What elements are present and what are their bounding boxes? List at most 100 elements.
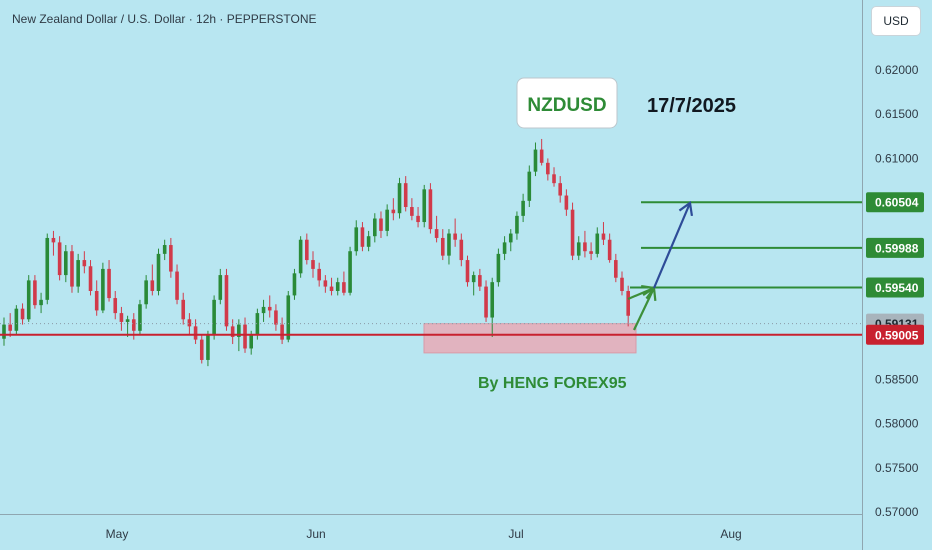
candle xyxy=(440,229,445,261)
level-price-badge: 0.59540 xyxy=(866,277,924,298)
candle-body xyxy=(323,280,328,287)
candle-body xyxy=(286,295,291,340)
candle-body xyxy=(243,324,247,349)
candle xyxy=(14,305,19,336)
candle-body xyxy=(533,149,538,172)
x-tick-label: Jul xyxy=(508,527,523,541)
candle xyxy=(20,303,25,325)
arrow-shaft xyxy=(627,286,655,301)
candle-body xyxy=(107,268,111,299)
candle-body xyxy=(125,319,130,322)
candle xyxy=(564,189,569,216)
candle xyxy=(471,271,476,296)
candle-body xyxy=(403,183,408,208)
candle xyxy=(354,220,359,256)
level-price-badge-text: 0.60504 xyxy=(875,196,919,210)
candle-body xyxy=(422,189,427,223)
candle xyxy=(601,222,606,246)
candle xyxy=(447,229,451,265)
candle xyxy=(64,245,68,283)
candle-body xyxy=(515,215,519,234)
candle-body xyxy=(88,266,93,291)
candle-body xyxy=(131,319,136,331)
candle xyxy=(620,271,624,296)
candle xyxy=(125,315,130,337)
arrow-target-blue xyxy=(652,201,694,289)
candle-body xyxy=(576,242,581,256)
candle xyxy=(39,292,43,314)
candle xyxy=(403,176,408,212)
candle xyxy=(8,313,12,337)
candle xyxy=(181,292,186,325)
support-price-badge-text: 0.59005 xyxy=(875,328,919,342)
candle xyxy=(589,242,593,261)
candle-body xyxy=(428,189,433,230)
candles-group xyxy=(2,138,630,367)
candle-body xyxy=(292,273,297,296)
level-price-badge: 0.59988 xyxy=(866,237,924,258)
candle-body xyxy=(354,227,359,252)
candle-body xyxy=(305,239,309,261)
currency-button[interactable]: USD xyxy=(871,6,921,36)
candle xyxy=(478,268,482,291)
candle-body xyxy=(51,237,56,243)
candle xyxy=(82,251,87,274)
candle xyxy=(502,236,507,261)
candle xyxy=(280,317,284,345)
support-price-badge: 0.59005 xyxy=(866,324,924,345)
candle-body xyxy=(187,319,192,327)
candle-body xyxy=(311,260,315,269)
candle-body xyxy=(199,339,204,360)
candle-body xyxy=(447,233,451,256)
candle-body xyxy=(490,282,495,318)
candle-body xyxy=(218,275,223,300)
candle-body xyxy=(397,183,402,214)
candle xyxy=(175,264,179,305)
candle-body xyxy=(335,282,340,291)
candle xyxy=(193,319,198,345)
candle xyxy=(490,277,495,337)
candle-body xyxy=(502,242,507,254)
candle xyxy=(626,285,630,327)
candle-body xyxy=(162,245,167,254)
candle-body xyxy=(614,260,618,278)
candle-body xyxy=(595,233,600,254)
candle-body xyxy=(39,299,43,306)
candle-body xyxy=(539,149,544,163)
candle-body xyxy=(583,242,587,252)
candle xyxy=(292,268,297,300)
level-price-badge-text: 0.59540 xyxy=(875,281,919,295)
y-tick-label: 0.61000 xyxy=(875,151,919,165)
chart-title: New Zealand Dollar / U.S. Dollar · 12h ·… xyxy=(12,12,317,26)
candle-body xyxy=(434,229,439,238)
candle-body xyxy=(70,251,74,287)
candle-body xyxy=(348,251,352,293)
candle-body xyxy=(101,268,105,311)
candle xyxy=(342,271,346,296)
candle-body xyxy=(76,260,80,287)
candle-body xyxy=(552,174,556,184)
candle-body xyxy=(237,324,241,337)
candle xyxy=(76,253,80,293)
candle xyxy=(199,335,204,364)
candle-body xyxy=(527,171,532,201)
candle xyxy=(335,277,340,296)
candle xyxy=(323,275,328,293)
candle xyxy=(218,268,223,305)
candle xyxy=(267,295,272,318)
candle xyxy=(162,239,167,261)
candle-body xyxy=(465,260,470,283)
candle-body xyxy=(564,195,569,210)
y-tick-label: 0.58000 xyxy=(875,417,919,431)
candle-body xyxy=(144,280,148,305)
arrow-shaft xyxy=(633,287,655,331)
candle-body xyxy=(261,306,266,314)
candle xyxy=(397,177,402,219)
candle-body xyxy=(440,237,445,256)
candle-body xyxy=(138,304,142,331)
y-tick-label: 0.62000 xyxy=(875,63,919,77)
candle-body xyxy=(478,275,482,287)
candle xyxy=(107,260,111,302)
